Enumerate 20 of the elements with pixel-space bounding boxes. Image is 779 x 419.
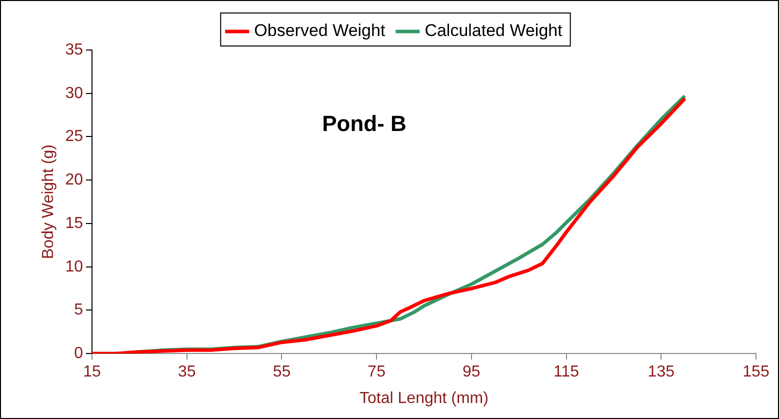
- x-tick-label: 35: [178, 364, 196, 381]
- x-tick-label: 55: [272, 364, 291, 381]
- y-tick-label: 35: [65, 41, 84, 58]
- y-tick-label: 30: [65, 84, 84, 102]
- y-tick-label: 10: [65, 258, 84, 276]
- y-axis-title: Body Weight (g): [40, 144, 58, 260]
- y-tick-label: 15: [65, 214, 84, 232]
- x-axis-title: Total Lenght (mm): [360, 390, 488, 407]
- x-tick-label: 95: [462, 364, 480, 381]
- text: Pond- B: [322, 111, 406, 136]
- x-tick-label: 115: [554, 364, 580, 381]
- legend-label: Calculated Weight: [424, 21, 563, 40]
- x-tick-label: 135: [648, 364, 675, 381]
- y-tick-label: 20: [65, 172, 84, 189]
- y-tick-label: 5: [74, 302, 84, 319]
- x-tick-label: 155: [742, 364, 770, 381]
- legend-label: Observed Weight: [254, 21, 386, 40]
- y-tick-label: 0: [74, 345, 84, 362]
- y-tick-label: 25: [65, 128, 84, 146]
- x-tick-label: 75: [368, 364, 386, 381]
